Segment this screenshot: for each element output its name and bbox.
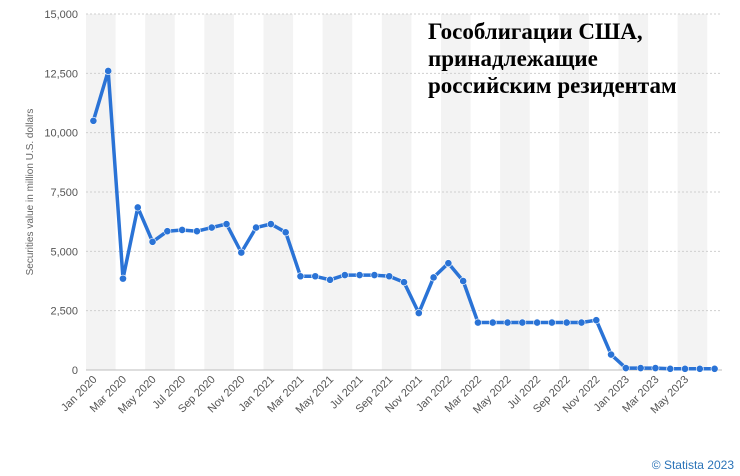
data-point[interactable] (133, 203, 142, 212)
data-point[interactable] (621, 364, 630, 373)
data-point[interactable] (474, 318, 482, 327)
data-point[interactable] (651, 364, 660, 373)
data-point[interactable] (281, 228, 290, 237)
chart-title-line-1: Гособлигации США, (428, 19, 643, 44)
data-point[interactable] (148, 237, 157, 246)
data-point[interactable] (681, 364, 689, 373)
data-point[interactable] (636, 364, 645, 373)
data-point[interactable] (119, 274, 127, 283)
chart-title-line-2: принадлежащие (428, 46, 598, 71)
y-tick-label: 2,500 (50, 306, 78, 318)
data-point[interactable] (104, 67, 113, 75)
data-point[interactable] (385, 272, 394, 281)
gridlines (86, 13, 722, 371)
data-point[interactable] (89, 116, 98, 125)
data-point[interactable] (311, 272, 320, 281)
data-point[interactable] (237, 248, 246, 257)
y-tick-label: 10,000 (44, 128, 78, 140)
y-tick-label: 12,500 (44, 68, 78, 80)
data-point[interactable] (459, 277, 468, 285)
chart-title: Гособлигации США, принадлежащие российск… (428, 18, 728, 99)
chart-title-line-3: российским резидентам (428, 73, 677, 98)
data-point[interactable] (163, 227, 172, 236)
data-point[interactable] (429, 273, 438, 282)
data-point[interactable] (355, 271, 364, 279)
data-point[interactable] (370, 271, 379, 279)
data-point[interactable] (577, 318, 586, 327)
data-point[interactable] (252, 223, 260, 232)
data-point[interactable] (666, 364, 675, 373)
data-point[interactable] (710, 364, 719, 373)
data-point[interactable] (503, 318, 512, 327)
data-point[interactable] (592, 316, 601, 325)
y-axis: 0 2,500 5,000 7,500 10,000 12,500 15,000 (44, 9, 78, 377)
data-point[interactable] (562, 318, 571, 327)
data-point[interactable] (340, 271, 349, 279)
data-point[interactable] (488, 318, 497, 327)
data-point[interactable] (444, 259, 453, 268)
copyright-notice: © Statista 2023 (651, 458, 734, 472)
data-point[interactable] (400, 278, 408, 287)
y-tick-label: 5,000 (50, 246, 78, 258)
data-point[interactable] (222, 220, 231, 228)
data-point[interactable] (326, 275, 334, 284)
y-tick-label: 15,000 (44, 9, 78, 21)
data-point[interactable] (207, 223, 216, 232)
data-point[interactable] (518, 318, 527, 327)
y-axis-label: Securities value in million U.S. dollars (25, 109, 36, 276)
data-point[interactable] (414, 309, 423, 317)
y-tick-label: 0 (72, 365, 78, 377)
data-point[interactable] (193, 227, 201, 236)
data-point[interactable] (548, 318, 556, 327)
data-point[interactable] (695, 364, 704, 373)
data-point[interactable] (266, 220, 275, 228)
data-point[interactable] (533, 318, 542, 327)
y-tick-label: 7,500 (50, 187, 78, 199)
data-point[interactable] (296, 272, 305, 281)
data-point[interactable] (178, 226, 187, 234)
series (89, 67, 719, 373)
data-point[interactable] (607, 350, 615, 359)
